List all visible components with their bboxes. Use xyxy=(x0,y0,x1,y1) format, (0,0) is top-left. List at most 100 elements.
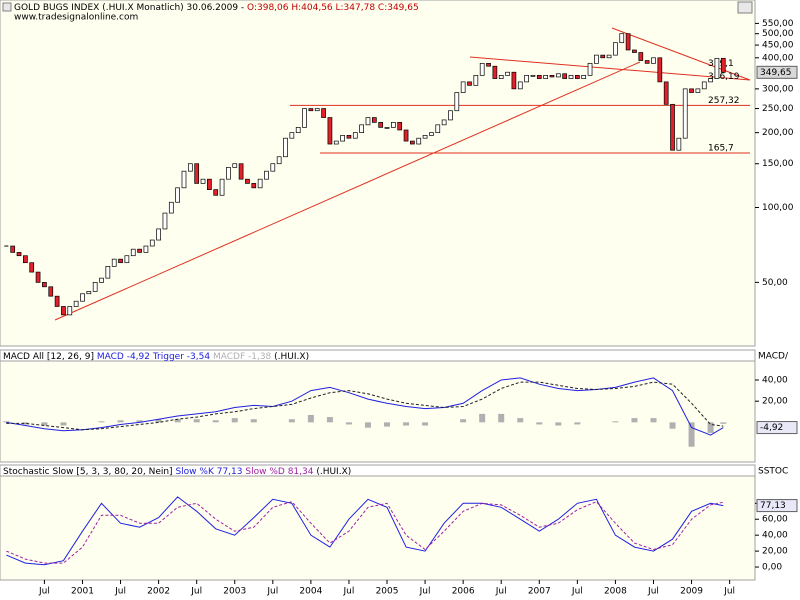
legend-value: 81,34 xyxy=(288,467,314,477)
histogram-bar xyxy=(707,422,714,433)
candle xyxy=(207,178,212,190)
candle xyxy=(397,122,403,131)
value-box-label: -4,92 xyxy=(760,423,783,433)
y-tick-label: 250,00 xyxy=(762,104,794,114)
candle xyxy=(92,282,98,292)
candle xyxy=(378,122,384,128)
histogram-bar xyxy=(288,419,295,423)
candle xyxy=(536,74,542,79)
histogram-bar xyxy=(22,422,29,425)
candle xyxy=(384,127,390,129)
histogram-bar xyxy=(345,422,352,425)
candle xyxy=(562,73,568,79)
candle xyxy=(543,74,548,79)
stoch-title-text: Stochastic Slow [5, 3, 3, 80, 20, Nein] xyxy=(3,467,173,477)
x-tick-label: Jul xyxy=(723,587,735,597)
instrument-title: GOLD BUGS INDEX (.HUI.X Monatlich) xyxy=(14,3,184,13)
legend-value: -3,54 xyxy=(187,352,211,362)
header: GOLD BUGS INDEX (.HUI.X Monatlich) 30.06… xyxy=(14,3,419,13)
header-ohlc: O:398,06 H:404,56 L:347,78 C:349,65 xyxy=(247,3,419,13)
candle xyxy=(479,62,485,76)
candle xyxy=(35,271,41,283)
histogram-bar xyxy=(631,418,638,423)
candle xyxy=(200,178,206,184)
candle xyxy=(606,54,612,59)
candle xyxy=(581,74,587,79)
y-tick-label: 0,00 xyxy=(762,563,782,573)
candle xyxy=(663,81,669,105)
x-tick-label: Jul xyxy=(647,587,659,597)
candle xyxy=(124,255,130,264)
candle xyxy=(143,245,149,253)
histogram-bar xyxy=(231,418,238,423)
candle xyxy=(403,129,409,142)
candle xyxy=(194,163,200,184)
candle xyxy=(321,108,326,118)
candle xyxy=(333,140,339,145)
histogram-bar xyxy=(669,422,676,429)
candle xyxy=(219,178,225,196)
candle xyxy=(625,33,631,51)
candle xyxy=(720,57,726,73)
axis-name: MACD/ xyxy=(758,352,789,362)
histogram-bar xyxy=(479,413,486,423)
y-tick-label: 450,00 xyxy=(762,41,794,51)
candle xyxy=(257,178,263,189)
instrument: (.HUI.X) xyxy=(274,352,309,362)
histogram-bar xyxy=(517,418,524,423)
candle xyxy=(422,135,428,139)
candle xyxy=(137,248,142,253)
candle xyxy=(86,291,92,295)
y-tick-label: 60,00 xyxy=(762,515,788,525)
candle xyxy=(130,248,136,257)
histogram-bar xyxy=(574,422,581,425)
candle xyxy=(245,178,250,184)
candle xyxy=(67,306,73,316)
x-tick-label: Jul xyxy=(571,587,583,597)
candle xyxy=(365,117,371,126)
candle xyxy=(587,62,593,76)
histogram-bar xyxy=(193,419,200,423)
histogram-bar xyxy=(403,422,410,426)
legend-value: -4,92 xyxy=(127,352,150,362)
window-button[interactable] xyxy=(737,1,753,14)
trend-line xyxy=(469,56,751,81)
histogram-bar xyxy=(41,422,48,426)
candle xyxy=(23,255,28,264)
candle xyxy=(619,33,625,44)
candle xyxy=(371,117,377,123)
histogram-bar xyxy=(3,421,10,423)
candle xyxy=(226,167,231,180)
y-tick-label: 500,00 xyxy=(762,29,794,39)
histogram-bar xyxy=(174,419,181,423)
candle xyxy=(460,81,466,93)
x-tick-label: 2003 xyxy=(223,587,246,597)
candle xyxy=(289,132,295,139)
candle xyxy=(162,212,168,230)
candle xyxy=(251,183,257,189)
histogram-bar xyxy=(688,422,695,447)
panel-icon[interactable] xyxy=(2,2,12,12)
candle xyxy=(695,88,701,93)
histogram-bar xyxy=(98,421,105,423)
x-tick-label: Jul xyxy=(495,587,507,597)
candle xyxy=(213,189,219,196)
histogram-bar xyxy=(326,417,333,423)
value-box-label: 77,13 xyxy=(760,501,786,511)
trend-label: 336,19 xyxy=(708,72,740,82)
candle xyxy=(448,110,453,121)
candle xyxy=(410,140,415,145)
y-tick-label: 300,00 xyxy=(762,84,794,94)
candle xyxy=(340,135,345,142)
candle xyxy=(181,170,187,189)
legend-value: 77,13 xyxy=(217,467,243,477)
legend-value: -1,38 xyxy=(248,352,272,362)
candle xyxy=(714,57,720,79)
x-tick-label: 2001 xyxy=(71,587,94,597)
value-box xyxy=(756,421,798,435)
source: www.tradesignalonline.com xyxy=(14,13,138,23)
candle xyxy=(594,54,599,64)
candle xyxy=(682,88,688,139)
candle xyxy=(429,132,434,136)
x-tick-label: Jul xyxy=(266,587,278,597)
